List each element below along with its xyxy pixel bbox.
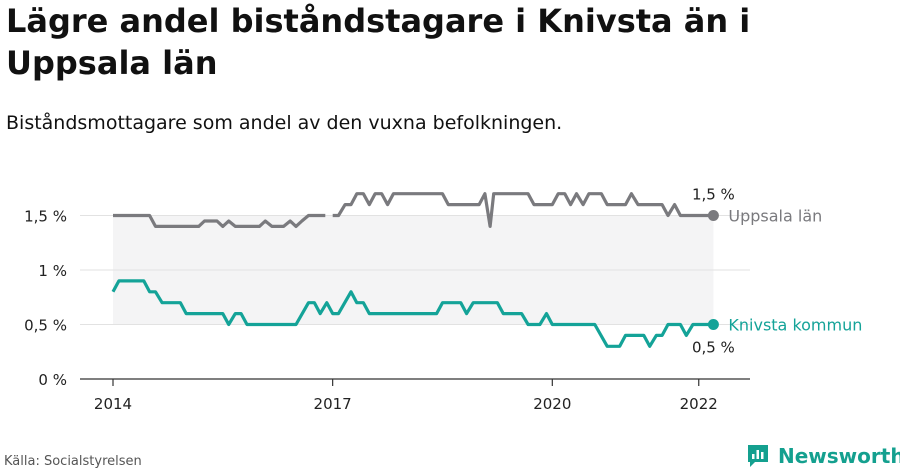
x-tick-label: 2022: [680, 395, 718, 413]
x-tick-label: 2017: [314, 395, 352, 413]
y-tick-label: 0 %: [38, 371, 67, 389]
y-tick-label: 0,5 %: [24, 317, 67, 335]
chart-title: Lägre andel biståndstagare i Knivsta än …: [6, 2, 751, 82]
series-line-uppsala-lan: [113, 192, 714, 228]
newsworthy-logo-icon: [748, 445, 768, 467]
source-note: Källa: Socialstyrelsen: [4, 454, 142, 469]
series-name-label: Knivsta kommun: [728, 316, 862, 335]
series-end-value-label: 0,5 %: [692, 339, 735, 357]
series-line-knivsta-kommun: [111, 279, 714, 348]
chart-subtitle: Biståndsmottagare som andel av den vuxna…: [6, 112, 563, 134]
y-tick-label: 1 %: [38, 262, 67, 280]
newsworthy-logo: Newsworthy: [746, 443, 900, 469]
line-chart: 0 % 0,5 % 1 % 1,5 % 2014 2017 2020 2022 Uppsala …: [24, 186, 862, 414]
series-end-value-label: 1,5 %: [692, 186, 735, 204]
x-tick-label: 2014: [94, 395, 132, 413]
newsworthy-logo-text: Newsworthy: [778, 444, 900, 468]
x-tick-label: 2020: [533, 395, 571, 413]
series-end-point: [707, 210, 719, 221]
series-end-point: [707, 319, 719, 330]
y-tick-label: 1,5 %: [24, 208, 67, 226]
series-name-label: Uppsala län: [728, 207, 822, 226]
